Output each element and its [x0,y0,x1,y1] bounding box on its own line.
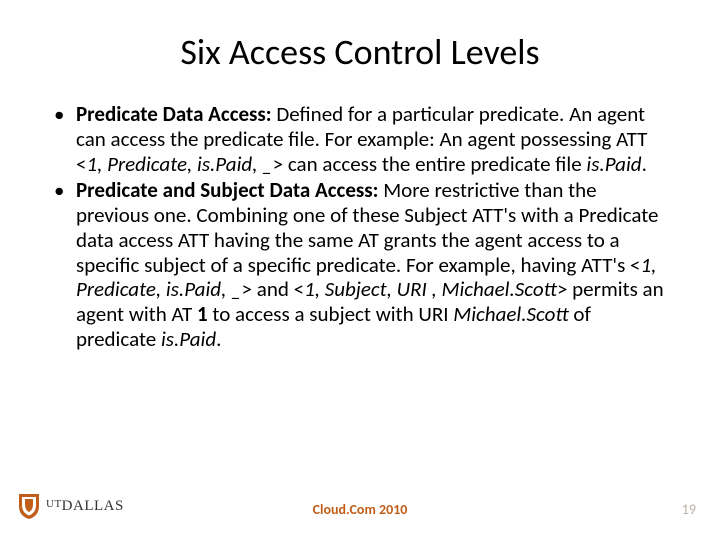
conference-label: Cloud.Com 2010 [0,501,720,518]
bullet-italic: Michael.Scott [453,301,568,327]
bullet-italic: 1, Subject, URI , Michael.Scott [304,276,557,302]
bullet-item: Predicate and Subject Data Access: More … [48,178,672,351]
bullet-text: to access a subject with URI [208,301,454,327]
bullet-bold-lead: Predicate and Subject Data Access: [76,177,378,203]
slide-body: Predicate Data Access: Defined for a par… [48,102,672,352]
bullet-item: Predicate Data Access: Defined for a par… [48,102,672,176]
page-number: 19 [682,501,696,518]
bullet-italic: is.Paid [161,326,216,352]
slide-title: Six Access Control Levels [48,30,672,74]
bullet-text: > and < [242,276,305,302]
bullet-bold-mid: 1 [197,301,208,327]
slide: Six Access Control Levels Predicate Data… [0,0,720,540]
bullet-italic: 1, Predicate, is.Paid, _ [86,151,272,177]
bullet-text: . [216,326,221,352]
bullet-italic: is.Paid [586,151,641,177]
bullet-text: > can access the entire predicate file [273,151,587,177]
bullet-text: . [642,151,647,177]
bullet-bold-lead: Predicate Data Access: [76,101,272,127]
slide-footer: UTDALLAS Cloud.Com 2010 19 [0,496,720,522]
